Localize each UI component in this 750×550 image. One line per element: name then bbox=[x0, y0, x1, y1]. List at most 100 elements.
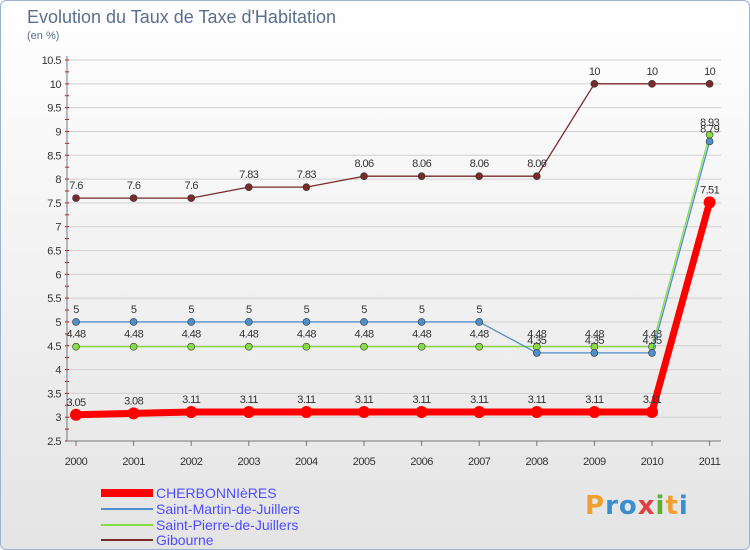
y-tick-label: 4.5 bbox=[47, 341, 61, 353]
x-tick-label: 2002 bbox=[180, 456, 203, 468]
data-label: 5 bbox=[476, 304, 482, 316]
data-label: 3.11 bbox=[528, 394, 547, 406]
data-label: 3.11 bbox=[355, 394, 374, 406]
series-line bbox=[75, 140, 711, 354]
y-tick-label: 3 bbox=[55, 412, 61, 424]
y-tick-label: 9 bbox=[55, 126, 61, 138]
y-tick-label: 8 bbox=[55, 174, 61, 186]
data-point bbox=[129, 318, 138, 326]
data-point bbox=[245, 318, 253, 326]
data-label: 4.35 bbox=[585, 335, 604, 347]
data-point bbox=[302, 318, 311, 326]
data-point bbox=[417, 342, 426, 351]
x-tick-label: 2000 bbox=[65, 456, 88, 468]
proxiti-logo: Proxiti bbox=[585, 491, 689, 521]
legend-item-saint-pierre: Saint-Pierre-de-Juillers bbox=[101, 517, 298, 533]
x-tick-label: 2003 bbox=[238, 456, 261, 468]
data-point bbox=[360, 318, 368, 326]
data-label: 3.11 bbox=[182, 394, 201, 406]
data-label: 10 bbox=[589, 66, 601, 78]
logo-letter: i bbox=[678, 491, 689, 521]
data-point bbox=[302, 342, 311, 351]
y-tick-label: 3.5 bbox=[47, 388, 61, 400]
data-label: 3.11 bbox=[240, 394, 259, 406]
data-label: 10 bbox=[704, 66, 716, 78]
data-label: 5 bbox=[73, 304, 79, 316]
data-label: 4.48 bbox=[66, 329, 85, 341]
legend-swatch bbox=[101, 539, 153, 541]
x-tick-label: 2008 bbox=[526, 456, 549, 468]
legend-item-cherbonnieres: CHERBONNIèRES bbox=[101, 485, 277, 501]
data-point bbox=[360, 172, 368, 181]
data-point bbox=[187, 194, 195, 202]
chart-title: Evolution du Taux de Taxe d'Habitation bbox=[27, 7, 336, 27]
data-point bbox=[185, 405, 198, 418]
data-point bbox=[705, 80, 714, 88]
y-tick-label: 9.5 bbox=[47, 103, 61, 115]
legend-label: Gibourne bbox=[156, 532, 214, 548]
legend-label: CHERBONNIèRES bbox=[156, 485, 277, 501]
data-label: 4.48 bbox=[124, 329, 143, 341]
y-tick-label: 5 bbox=[55, 317, 61, 329]
y-tick-label: 10.5 bbox=[42, 55, 62, 67]
data-point bbox=[129, 342, 138, 351]
data-label: 3.08 bbox=[124, 395, 143, 407]
data-label: 5 bbox=[304, 304, 310, 316]
y-tick-label: 10 bbox=[50, 79, 62, 91]
data-point bbox=[648, 349, 656, 357]
data-point bbox=[532, 172, 541, 181]
data-label: 8.06 bbox=[470, 158, 489, 170]
logo-letter: P bbox=[585, 491, 606, 521]
legend-label: Saint-Martin-de-Juillers bbox=[156, 501, 300, 517]
x-tick-label: 2010 bbox=[641, 456, 664, 468]
data-label: 4.48 bbox=[585, 329, 604, 341]
data-point bbox=[358, 405, 370, 418]
data-label: 7.6 bbox=[184, 180, 198, 192]
data-point bbox=[70, 408, 82, 421]
y-tick-label: 7.5 bbox=[47, 198, 61, 210]
data-label: 3.05 bbox=[66, 397, 85, 409]
data-label: 4.48 bbox=[182, 329, 201, 341]
data-point bbox=[302, 183, 311, 191]
data-label: 3.11 bbox=[412, 394, 431, 406]
data-point bbox=[475, 342, 484, 351]
data-label: 5 bbox=[419, 304, 425, 316]
data-label: 3.11 bbox=[585, 394, 604, 406]
legend-item-gibourne: Gibourne bbox=[101, 532, 214, 548]
series-line bbox=[75, 134, 711, 348]
y-tick-label: 2.5 bbox=[47, 436, 61, 448]
data-point bbox=[475, 172, 484, 181]
data-label: 4.48 bbox=[470, 329, 489, 341]
data-point bbox=[475, 318, 484, 326]
data-label: 8.06 bbox=[527, 158, 546, 170]
data-point bbox=[648, 80, 656, 88]
data-label: 5 bbox=[131, 304, 137, 316]
data-label: 8.06 bbox=[412, 158, 431, 170]
data-label: 5 bbox=[188, 304, 194, 316]
data-point bbox=[415, 405, 428, 418]
y-tick-label: 6 bbox=[55, 269, 61, 281]
data-label: 7.6 bbox=[69, 180, 83, 192]
legend-item-saint-martin: Saint-Martin-de-Juillers bbox=[101, 501, 300, 517]
data-label: 3.11 bbox=[643, 394, 662, 406]
data-label: 8.79 bbox=[700, 123, 719, 135]
data-point bbox=[127, 407, 140, 420]
data-label: 4.48 bbox=[239, 329, 258, 341]
series-line bbox=[75, 83, 711, 199]
legend-swatch bbox=[101, 508, 153, 510]
data-point bbox=[72, 194, 80, 202]
legend-label: Saint-Pierre-de-Juillers bbox=[156, 517, 299, 533]
data-point bbox=[417, 318, 426, 326]
data-point bbox=[646, 405, 658, 418]
data-point bbox=[245, 342, 253, 351]
data-label: 7.83 bbox=[239, 169, 258, 181]
data-point bbox=[473, 405, 486, 418]
data-point bbox=[588, 405, 601, 418]
data-point bbox=[129, 194, 138, 202]
x-tick-label: 2007 bbox=[468, 456, 491, 468]
data-point bbox=[360, 342, 368, 351]
data-label: 4.48 bbox=[412, 329, 431, 341]
legend-swatch bbox=[101, 524, 153, 526]
